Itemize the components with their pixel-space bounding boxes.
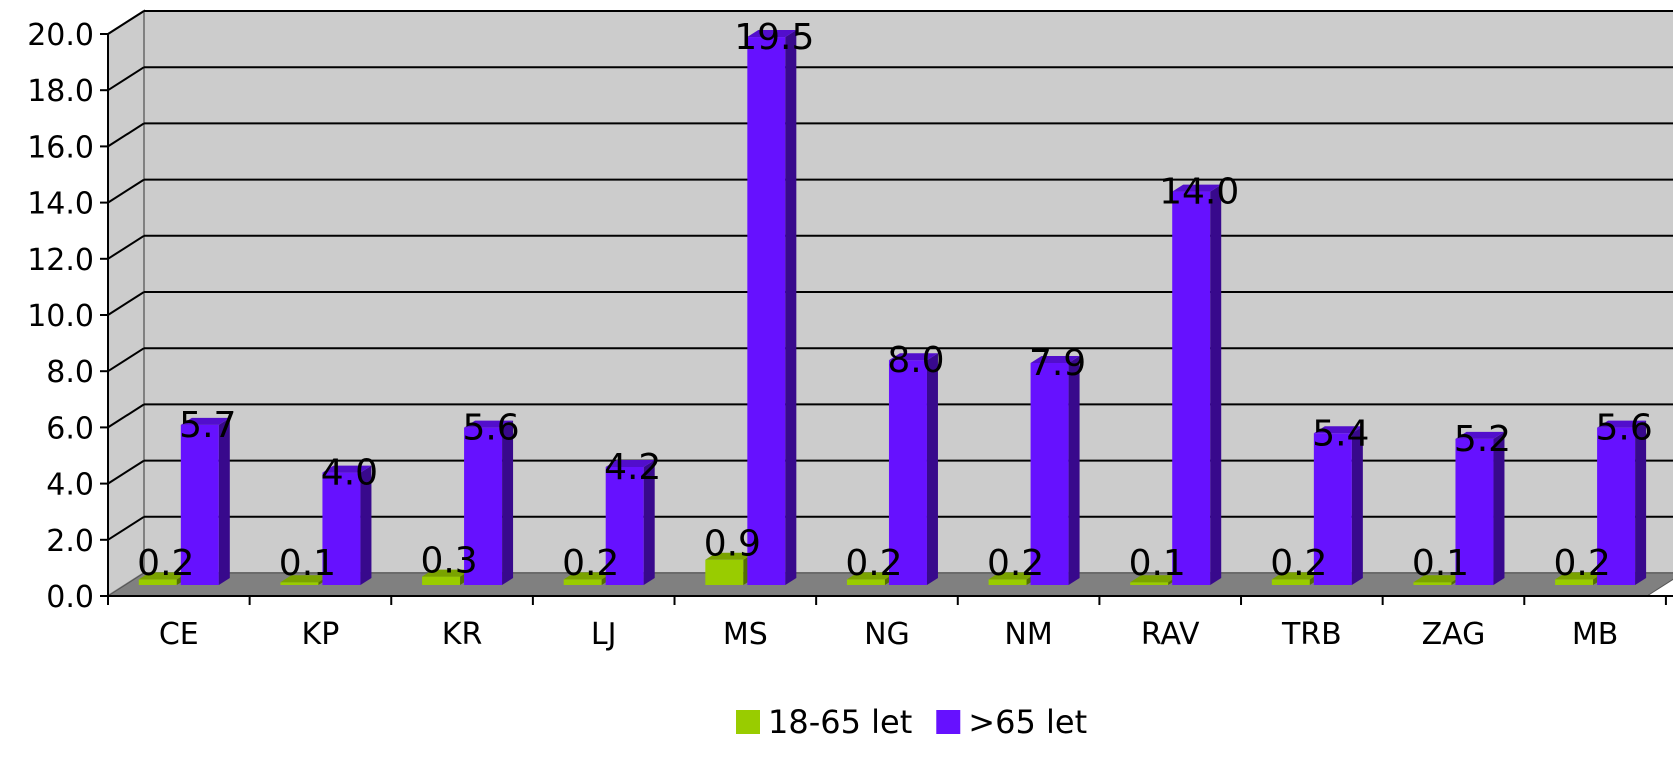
x-tick-label: RAV <box>1141 617 1200 652</box>
gridline-side <box>107 66 145 92</box>
y-tick-label: 12.0 <box>27 243 94 278</box>
bars <box>138 30 1647 586</box>
gridline-side <box>107 347 145 373</box>
x-tick-label: MS <box>723 617 768 652</box>
gridline-side <box>107 459 145 485</box>
bar--65-let-MS <box>747 30 797 586</box>
y-tick-label: 2.0 <box>46 524 94 559</box>
data-label: 0.1 <box>1412 543 1469 584</box>
legend: 18-65 let >65 let <box>736 703 1087 741</box>
y-axis: 0.0 2.0 4.0 6.0 8.0 10.0 12.0 14.0 16.0 18.0 20.0 <box>27 18 109 615</box>
data-label: 5.2 <box>1454 419 1511 460</box>
data-label: 0.2 <box>562 543 619 584</box>
legend-label: >65 let <box>968 703 1087 741</box>
data-label: 0.9 <box>704 524 761 565</box>
y-tick-label: 10.0 <box>27 299 94 334</box>
y-tick-label: 16.0 <box>27 130 94 165</box>
gridline-side <box>107 10 145 35</box>
data-label: 19.5 <box>734 17 814 58</box>
data-labels: 0.2 5.7 0.1 4.0 0.3 5.6 0.2 4.2 0.9 19.5 0.2 8.0 0.2… <box>137 17 1653 584</box>
bar--65-let-NG <box>888 353 938 585</box>
x-axis: CE KP KR LJ MS NG NM RAV TRB ZAG MB <box>107 595 1673 652</box>
bar--65-let-CE <box>180 417 230 585</box>
y-tick-label: 18.0 <box>27 74 94 109</box>
gridline-side <box>107 515 145 541</box>
y-tick-label: 6.0 <box>46 411 94 446</box>
data-label: 5.6 <box>462 408 519 449</box>
y-tick-label: 4.0 <box>46 468 94 503</box>
y-tick-label: 20.0 <box>27 18 94 53</box>
data-label: 0.2 <box>845 543 902 584</box>
data-label: 0.2 <box>1553 543 1610 584</box>
gridline-side <box>107 234 145 260</box>
legend-swatch <box>736 710 760 734</box>
bar--65-let-TRB <box>1313 426 1363 585</box>
x-tick-label: MB <box>1572 617 1618 652</box>
x-tick-label: ZAG <box>1422 617 1486 652</box>
bar--65-let-MB <box>1597 420 1647 585</box>
legend-item: 18-65 let <box>736 703 912 741</box>
x-tick-label: KP <box>302 617 340 652</box>
x-tick-label: CE <box>159 617 199 652</box>
gridline-side <box>107 291 145 316</box>
data-label: 0.1 <box>279 543 336 584</box>
data-label: 0.3 <box>420 541 477 582</box>
data-label: 8.0 <box>887 340 944 381</box>
bar--65-let-KP <box>322 465 372 585</box>
data-label: 14.0 <box>1159 172 1239 213</box>
y-tick-label: 8.0 <box>46 355 94 390</box>
data-label: 0.2 <box>987 543 1044 584</box>
data-label: 0.2 <box>137 543 194 584</box>
data-label: 5.6 <box>1595 408 1652 449</box>
y-tick-label: 0.0 <box>46 580 94 615</box>
gridline-side <box>107 403 145 429</box>
legend-label: 18-65 let <box>768 703 912 741</box>
legend-swatch <box>936 710 961 734</box>
x-tick-label: NM <box>1004 617 1052 652</box>
data-label: 5.7 <box>179 405 236 446</box>
bar--65-let-KR <box>464 420 514 585</box>
legend-item: >65 let <box>936 703 1087 741</box>
x-tick-label: TRB <box>1281 617 1342 652</box>
data-label: 4.0 <box>321 453 378 494</box>
x-tick-label: LJ <box>591 617 617 652</box>
data-label: 0.2 <box>1270 543 1327 584</box>
bar--65-let-LJ <box>605 459 655 585</box>
data-label: 4.2 <box>604 447 661 488</box>
data-label: 5.4 <box>1312 413 1369 454</box>
data-label: 0.1 <box>1129 543 1186 584</box>
bar--65-let-RAV <box>1172 184 1222 585</box>
data-label: 7.9 <box>1029 343 1086 384</box>
x-tick-label: NG <box>864 617 910 652</box>
x-tick-label: KR <box>442 617 483 652</box>
gridline-side <box>107 178 145 204</box>
bar--65-let-ZAG <box>1455 431 1505 585</box>
y-tick-label: 14.0 <box>27 187 94 222</box>
gridline-side <box>107 122 145 148</box>
bar--65-let-NM <box>1030 356 1080 585</box>
